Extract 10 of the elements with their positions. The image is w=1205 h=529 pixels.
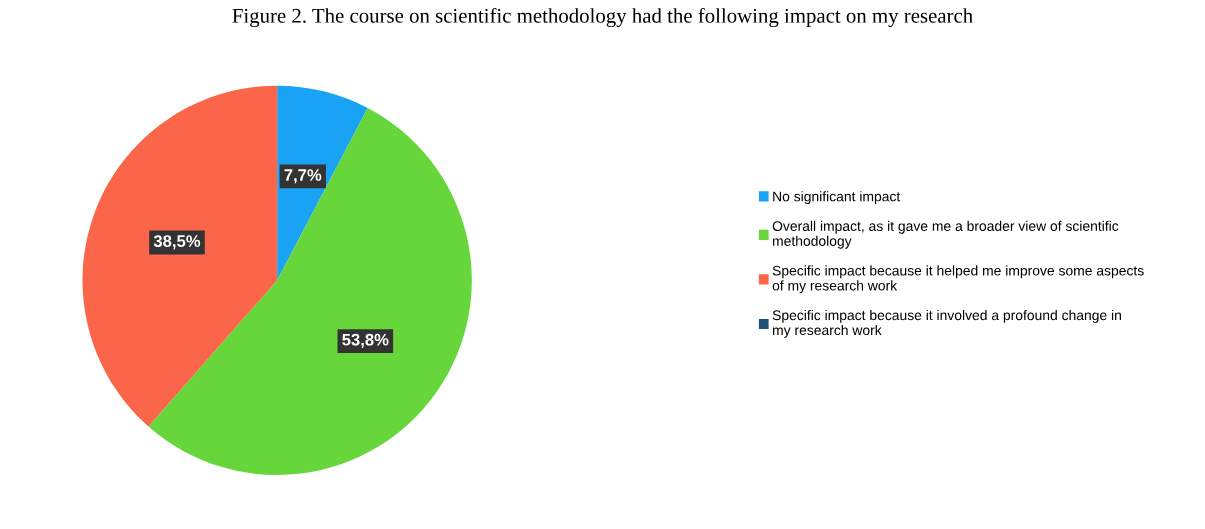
data-label: 38,5% <box>153 235 201 250</box>
legend-label: Specific impact because it helped me improve some aspects of my research work <box>772 265 1144 294</box>
legend-label: No significant impact <box>773 191 901 205</box>
pie-slice <box>82 85 278 427</box>
data-label: 53,8% <box>342 333 389 348</box>
chart-title: Figure 2. The course on scientific methodology had the following impact on my research <box>232 7 973 28</box>
legend-label: Specific impact because it involved a profound change in my research work <box>772 309 1121 338</box>
data-label: 7,7% <box>284 169 322 184</box>
legend-label: Overall impact, as it gave me a broader view of scientific methodology <box>772 220 1119 249</box>
pie-slice <box>148 108 472 476</box>
